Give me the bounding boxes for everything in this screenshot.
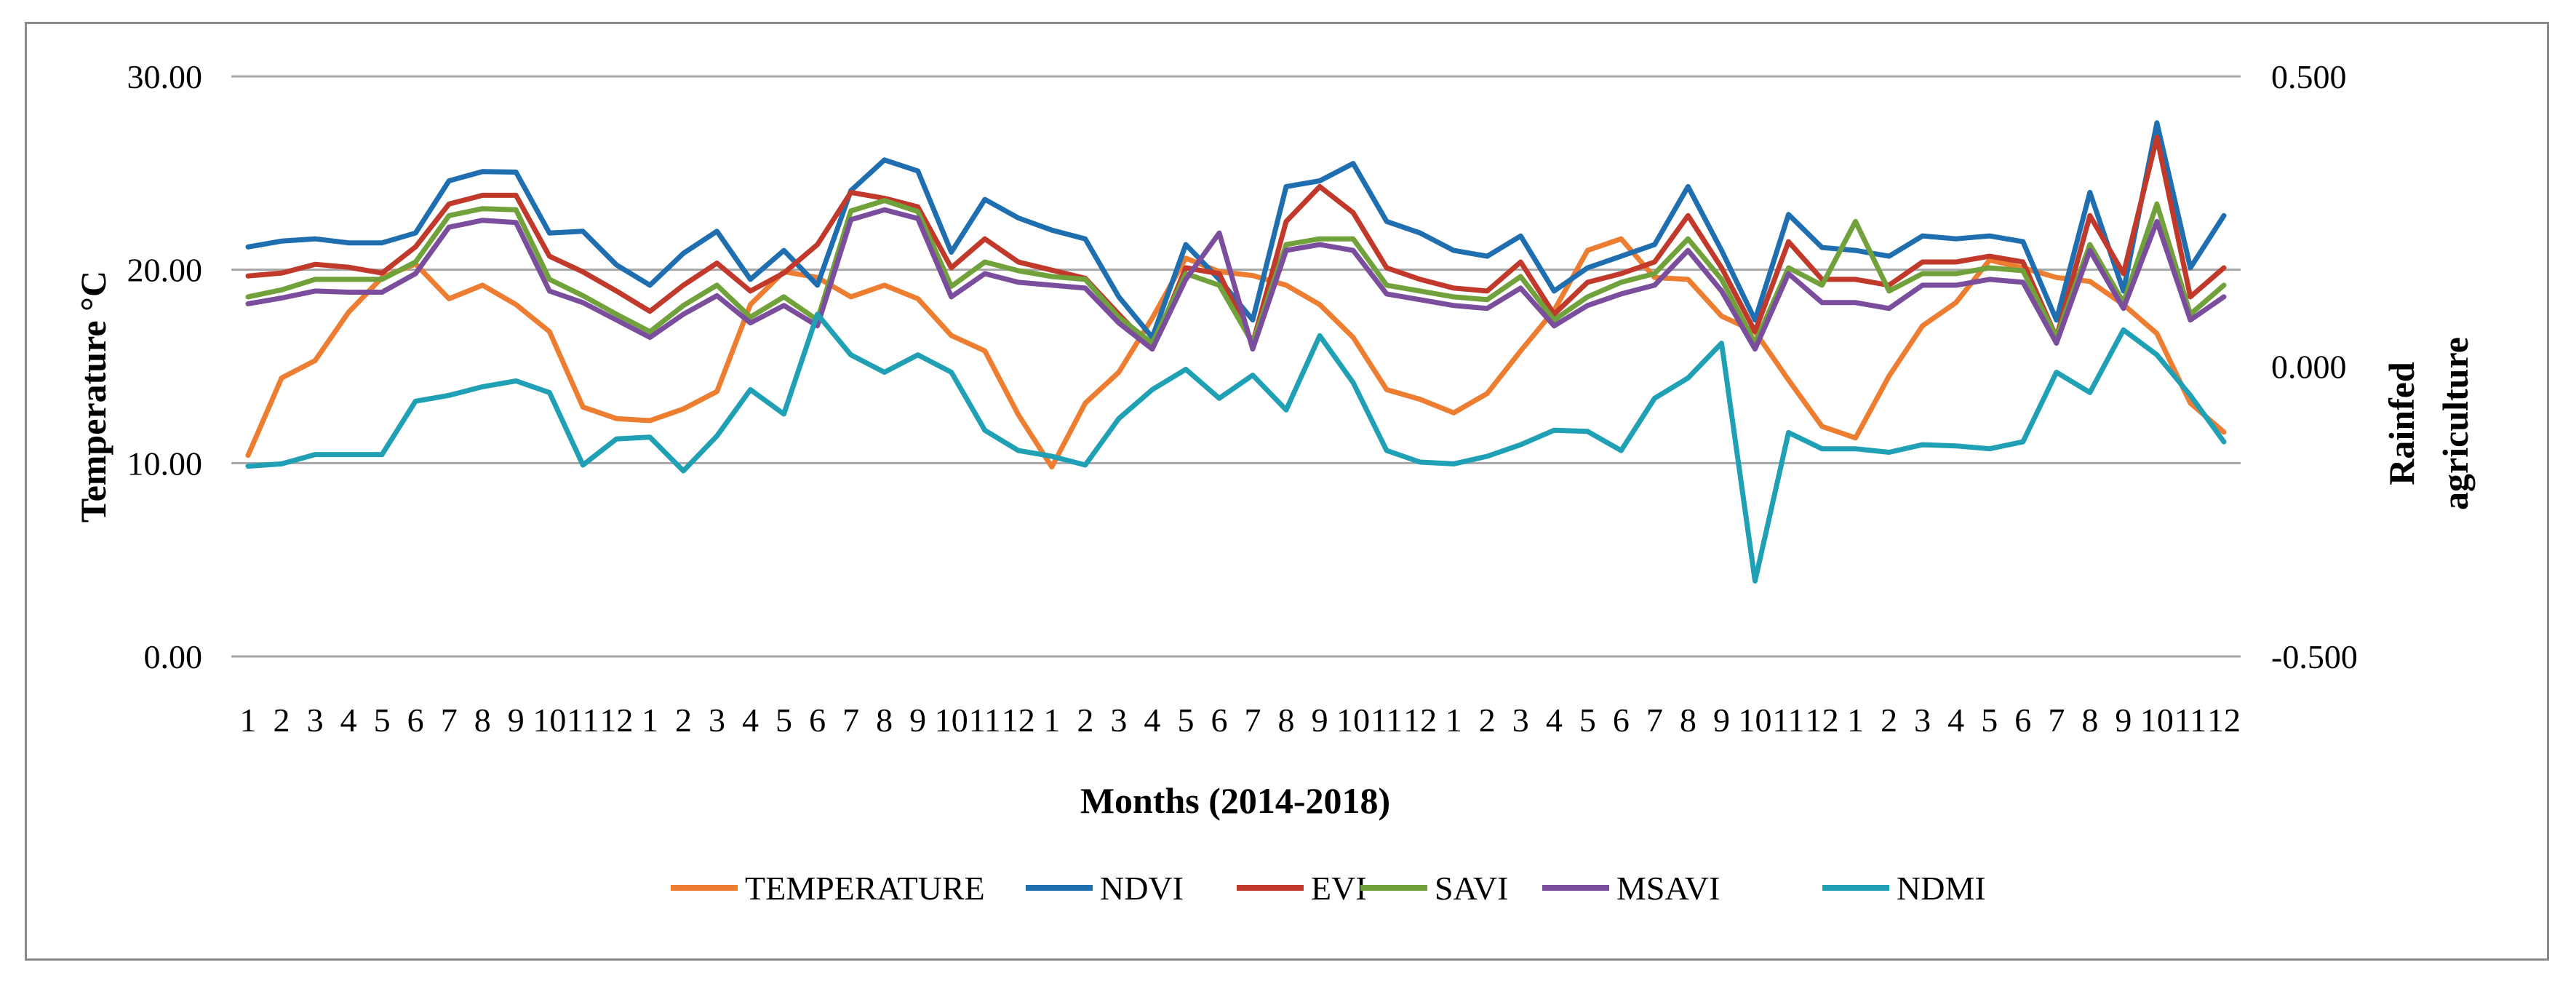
x-tick-label: 10 [533,702,566,739]
x-tick-label: 5 [1177,702,1194,739]
x-tick-label: 11 [969,702,1001,739]
y2-axis-title-line1: Rainfed [2381,362,2422,485]
x-tick-label: 6 [2014,702,2031,739]
x-tick-label: 9 [1312,702,1328,739]
x-tick-label: 9 [909,702,926,739]
x-tick-label: 7 [1646,702,1663,739]
x-tick-label: 2 [1479,702,1496,739]
x-tick-label: 12 [1806,702,1839,739]
x-tick-label: 2 [1077,702,1093,739]
x-tick-label: 7 [842,702,859,739]
x-tick-label: 1 [240,702,257,739]
x-tick-label: 3 [307,702,324,739]
legend-label-ndvi: NDVI [1100,870,1184,907]
y2-tick-label: 0.500 [2271,58,2347,95]
x-tick-label: 1 [1445,702,1462,739]
y-tick-label: 10.00 [127,445,203,482]
x-tick-label: 3 [1512,702,1529,739]
y-axis-title: Temperature °C [73,271,113,523]
x-tick-label: 11 [1772,702,1804,739]
x-tick-label: 7 [2048,702,2065,739]
x-tick-label: 6 [1613,702,1630,739]
gridlines [231,75,2241,658]
x-tick-label: 4 [1144,702,1160,739]
y-tick-label: 0.00 [144,638,203,675]
x-tick-label: 11 [2174,702,2206,739]
x-tick-label: 12 [599,702,633,739]
x-tick-label: 5 [1981,702,1998,739]
series-line-ndmi [245,311,2227,584]
x-tick-label: 12 [2207,702,2241,739]
x-tick-label: 12 [1002,702,1035,739]
y-tick-label: 30.00 [127,58,203,95]
x-tick-label: 1 [1847,702,1864,739]
series-line-temperature [245,236,2227,470]
x-tick-label: 5 [1579,702,1596,739]
legend-label-msavi: MSAVI [1616,870,1720,907]
x-tick-label: 8 [1680,702,1696,739]
y-tick-label: 20.00 [127,252,203,289]
x-tick-label: 11 [1371,702,1403,739]
x-tick-label: 6 [809,702,826,739]
x-tick-label: 12 [1403,702,1437,739]
x-tick-label: 10 [2140,702,2174,739]
x-tick-label: 8 [2081,702,2098,739]
x-tick-label: 4 [742,702,759,739]
legend-label-ndmi: NDMI [1897,870,1986,907]
x-tick-label: 4 [1947,702,1964,739]
series-line-evi [245,135,2227,352]
x-tick-label: 10 [1336,702,1370,739]
legend: TEMPERATURE NDVI EVI SAVI MSAVI NDMI [671,870,1986,907]
series-line-savi [245,198,2227,346]
x-tick-label: 1 [1043,702,1060,739]
x-axis-title: Months (2014-2018) [1080,780,1390,821]
x-tick-label: 7 [1245,702,1261,739]
y2-tick-label: 0.000 [2271,349,2347,386]
x-tick-label: 5 [775,702,792,739]
chart-frame [25,22,2549,961]
x-tick-label: 9 [1713,702,1730,739]
x-tick-label: 6 [407,702,424,739]
x-tick-label: 2 [1881,702,1897,739]
x-tick-label: 7 [441,702,458,739]
x-tick-label: 5 [374,702,391,739]
legend-label-temperature: TEMPERATURE [745,870,985,907]
series-line-msavi [245,207,2227,352]
x-tick-label: 2 [675,702,692,739]
legend-label-savi: SAVI [1435,870,1508,907]
series-lines [245,120,2227,584]
x-tick-label: 8 [1278,702,1295,739]
x-tick-label: 4 [1546,702,1563,739]
x-tick-label: 8 [876,702,893,739]
x-tick-label: 10 [935,702,968,739]
legend-label-evi: EVI [1311,870,1367,907]
x-tick-label: 3 [1110,702,1127,739]
x-tick-label: 8 [474,702,491,739]
x-tick-label: 10 [1739,702,1772,739]
y2-tick-label: -0.500 [2271,638,2358,675]
x-tick-label: 9 [2115,702,2132,739]
y2-axis-title-line2: agriculture [2435,337,2476,510]
x-tick-label: 11 [567,702,599,739]
x-tick-label: 9 [508,702,525,739]
x-tick-label: 2 [274,702,290,739]
x-tick-label: 6 [1211,702,1227,739]
x-tick-label: 4 [340,702,357,739]
x-tick-label: 3 [1914,702,1931,739]
x-tick-label: 1 [642,702,658,739]
x-tick-label: 3 [709,702,725,739]
